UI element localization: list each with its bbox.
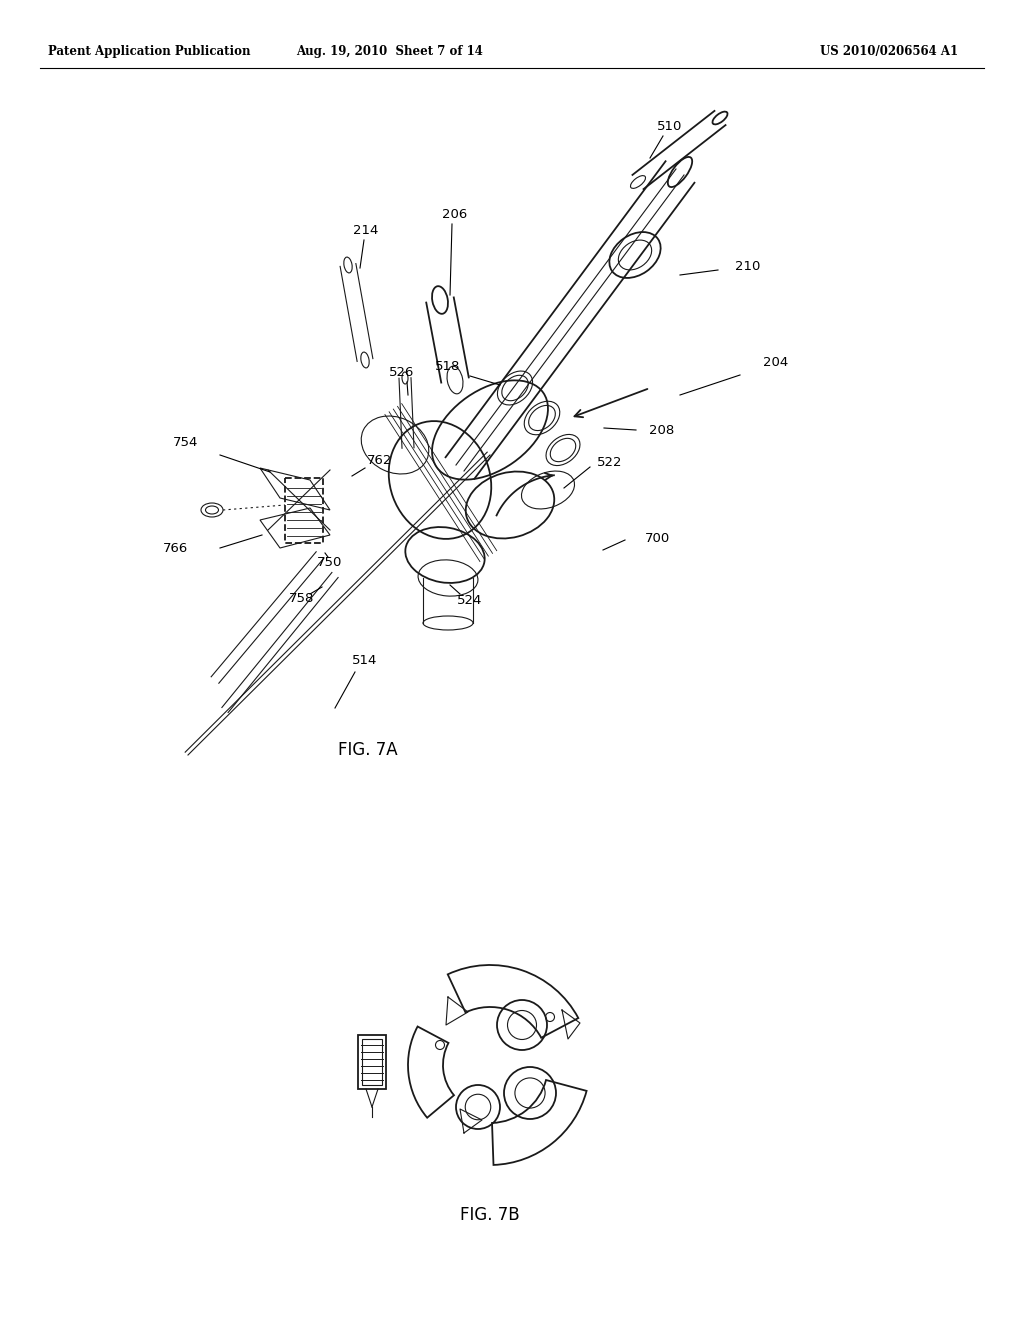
- Text: 518: 518: [435, 360, 461, 374]
- Text: 750: 750: [317, 557, 343, 569]
- Text: 758: 758: [290, 591, 314, 605]
- Text: 204: 204: [763, 355, 788, 368]
- Text: 514: 514: [352, 653, 378, 667]
- Bar: [285, 478, 323, 543]
- Text: 206: 206: [442, 209, 468, 222]
- Text: 766: 766: [163, 541, 187, 554]
- Text: 762: 762: [368, 454, 392, 466]
- Text: FIG. 7B: FIG. 7B: [460, 1206, 520, 1224]
- Text: Aug. 19, 2010  Sheet 7 of 14: Aug. 19, 2010 Sheet 7 of 14: [297, 45, 483, 58]
- Text: 522: 522: [597, 457, 623, 470]
- Text: 524: 524: [458, 594, 482, 606]
- Text: Patent Application Publication: Patent Application Publication: [48, 45, 251, 58]
- Text: 754: 754: [173, 437, 199, 450]
- Text: 208: 208: [649, 424, 675, 437]
- Text: FIG. 7A: FIG. 7A: [338, 741, 397, 759]
- Text: 214: 214: [353, 223, 379, 236]
- Text: 526: 526: [389, 366, 415, 379]
- Text: US 2010/0206564 A1: US 2010/0206564 A1: [820, 45, 958, 58]
- Text: 210: 210: [735, 260, 761, 273]
- Text: 700: 700: [645, 532, 671, 544]
- Text: 510: 510: [657, 120, 683, 133]
- Bar: [358, 1035, 386, 1089]
- Bar: [362, 1039, 382, 1085]
